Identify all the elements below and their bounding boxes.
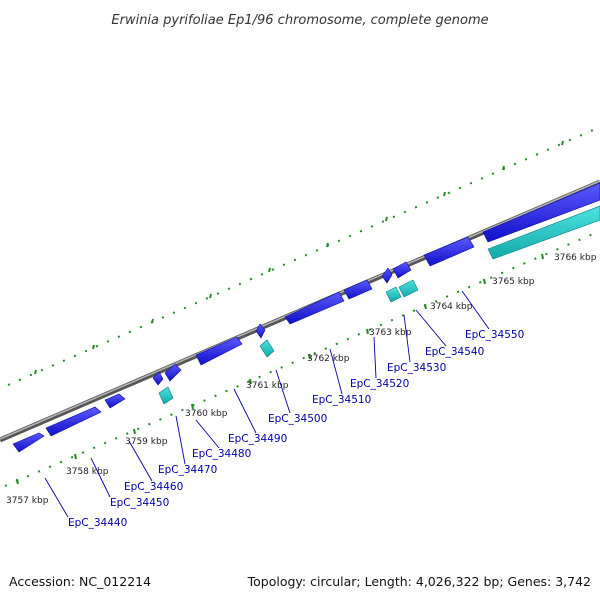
gene-arrow-forward[interactable]	[12, 432, 45, 453]
gene-arrow-forward[interactable]	[381, 267, 393, 284]
gene-label[interactable]: EpC_34490	[228, 433, 287, 445]
gene-label[interactable]: EpC_34480	[192, 448, 251, 460]
gene-arrow-forward[interactable]	[164, 363, 182, 382]
gene-arrow-forward[interactable]	[152, 371, 164, 386]
outer-scale-dots	[7, 126, 600, 386]
gene-arrow-reverse[interactable]	[259, 339, 275, 358]
tick-label: 3757 kbp	[6, 496, 49, 506]
genome-summary-text: Topology: circular; Length: 4,026,322 bp…	[247, 574, 591, 589]
tick-label: 3758 kbp	[66, 467, 109, 477]
accession-text: Accession: NC_012214	[9, 574, 151, 589]
gene-label[interactable]: EpC_34530	[387, 362, 446, 374]
gene-arrow-forward[interactable]	[104, 393, 126, 409]
gene-arrow-reverse[interactable]	[158, 386, 174, 405]
gene-label[interactable]: EpC_34540	[425, 346, 484, 358]
gene-arrow-reverse[interactable]	[398, 279, 419, 298]
gene-label-leaders	[44, 290, 490, 518]
gene-arrow-reverse[interactable]	[385, 286, 402, 303]
tick-label: 3764 kbp	[430, 302, 473, 312]
gene-arrow-forward[interactable]	[284, 291, 345, 325]
gene-label[interactable]: EpC_34460	[124, 481, 183, 493]
inner-scale-major-ticks	[16, 253, 544, 485]
gene-label[interactable]: EpC_34450	[110, 497, 169, 509]
gene-label[interactable]: EpC_34510	[312, 394, 371, 406]
gene-arrow-forward[interactable]	[195, 336, 243, 366]
gene-labels: EpC_34440 EpC_34450 EpC_34460 EpC_34470 …	[68, 329, 524, 529]
tick-label: 3766 kbp	[554, 253, 597, 263]
forward-genes	[12, 182, 600, 453]
gene-arrow-reverse[interactable]	[487, 205, 600, 260]
tick-label: 3759 kbp	[125, 437, 168, 447]
scale-tick-labels: 3757 kbp 3758 kbp 3759 kbp 3760 kbp 3761…	[6, 253, 597, 506]
gene-label[interactable]: EpC_34550	[465, 329, 524, 341]
gene-arrow-forward[interactable]	[423, 236, 475, 267]
tick-label: 3760 kbp	[185, 409, 228, 419]
gene-arrow-forward[interactable]	[392, 261, 412, 279]
tick-label: 3761 kbp	[246, 381, 289, 391]
map-title: Erwinia pyrifoliae Ep1/96 chromosome, co…	[111, 13, 488, 28]
gene-label[interactable]: EpC_34470	[158, 464, 217, 476]
reverse-genes	[158, 205, 600, 405]
inner-scale-dots	[4, 230, 600, 487]
outer-scale-major-ticks	[34, 140, 564, 375]
tick-label: 3765 kbp	[492, 277, 535, 287]
gene-arrow-forward[interactable]	[255, 323, 266, 339]
tick-label: 3762 kbp	[307, 354, 350, 364]
gene-label[interactable]: EpC_34520	[350, 378, 409, 390]
gene-arrow-forward[interactable]	[482, 182, 600, 243]
tick-label: 3763 kbp	[369, 328, 412, 338]
gene-label[interactable]: EpC_34440	[68, 517, 127, 529]
gene-label[interactable]: EpC_34500	[268, 413, 327, 425]
gene-arrow-forward[interactable]	[343, 279, 373, 300]
gene-arrow-forward[interactable]	[45, 406, 102, 437]
